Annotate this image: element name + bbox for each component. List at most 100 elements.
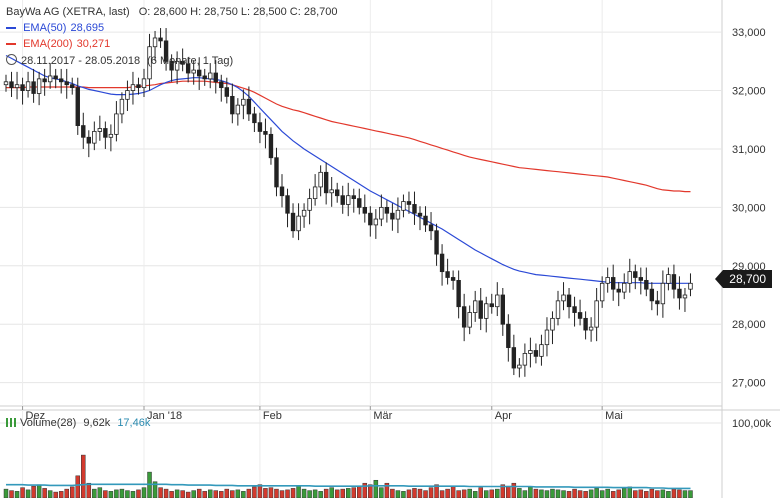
- volume-bar: [235, 489, 241, 498]
- volume-bar: [539, 489, 544, 498]
- candle-body: [64, 81, 69, 86]
- volume-value-1: 9,62k: [83, 417, 111, 429]
- volume-bar: [290, 488, 296, 498]
- candle-body: [213, 72, 218, 83]
- volume-bar: [384, 482, 390, 498]
- y-tick-label: 28,000: [732, 319, 766, 331]
- y-tick-label: 32,000: [732, 86, 766, 98]
- candle-body: [583, 317, 588, 331]
- candle-body: [401, 201, 406, 211]
- volume-bar: [390, 488, 395, 498]
- volume-bar: [533, 488, 539, 498]
- candle-body: [180, 60, 185, 65]
- ema50-label: EMA(50): [23, 22, 67, 34]
- volume-bar: [594, 488, 599, 498]
- candle-body: [423, 215, 428, 226]
- candle-body: [528, 350, 533, 354]
- volume-bar: [644, 491, 649, 498]
- volume-bar: [423, 490, 428, 498]
- volume-bar: [550, 488, 555, 498]
- candle-body: [373, 218, 379, 226]
- volume-bar: [445, 488, 450, 498]
- volume-bar: [677, 489, 682, 498]
- candle-body: [467, 312, 472, 328]
- volume-bar: [64, 488, 69, 498]
- volume-bar: [599, 490, 605, 498]
- ema200-line: [6, 80, 691, 193]
- volume-bar: [489, 489, 495, 498]
- volume-bar: [53, 491, 58, 498]
- volume-bar: [577, 490, 583, 498]
- candle-body: [307, 198, 312, 211]
- y-tick-label: 29,000: [732, 261, 766, 273]
- volume-bar: [323, 488, 329, 498]
- candle-body: [478, 300, 483, 319]
- candle-body: [224, 87, 229, 97]
- ema50-legend: EMA(50) 28,695: [6, 22, 104, 34]
- candle-body: [136, 84, 141, 89]
- candle-body: [114, 113, 119, 135]
- chart-title: BayWa AG (XETRA, last): [6, 6, 130, 18]
- candle-body: [484, 303, 489, 319]
- volume-bar: [252, 486, 257, 498]
- candle-body: [296, 215, 301, 232]
- candle-body: [230, 95, 235, 115]
- candle-body: [605, 277, 610, 284]
- volume-bar: [36, 484, 42, 498]
- candle-body: [163, 40, 169, 62]
- volume-bar: [241, 491, 246, 498]
- volume-bar: [318, 491, 323, 498]
- volume-bar: [185, 491, 191, 498]
- candle-body: [274, 157, 279, 188]
- candle-body: [539, 344, 544, 357]
- candle-body: [461, 306, 467, 328]
- candle-body: [169, 60, 174, 71]
- volume-bar: [174, 489, 180, 498]
- volume-bar: [268, 487, 274, 498]
- volume-bar: [412, 488, 417, 498]
- volume-bar: [219, 491, 224, 498]
- volume-bar: [196, 488, 202, 498]
- volume-bar: [555, 489, 561, 498]
- candle-body: [594, 300, 599, 328]
- volume-bar: [158, 487, 163, 498]
- candle-body: [70, 84, 75, 89]
- x-tick-label: Feb: [263, 410, 282, 422]
- candle-body: [368, 212, 373, 226]
- volume-bar: [511, 482, 517, 498]
- candle-body: [285, 195, 290, 214]
- candle-body: [384, 206, 390, 214]
- candle-body: [357, 198, 362, 208]
- volume-bar: [638, 489, 644, 498]
- volume-bar: [610, 491, 616, 498]
- candle-body: [511, 347, 517, 369]
- volume-bar: [660, 489, 666, 498]
- volume-bar: [136, 489, 141, 498]
- candle-body: [500, 294, 505, 325]
- x-tick-label: Jan '18: [147, 410, 182, 422]
- candle-body: [627, 271, 632, 284]
- volume-bar: [92, 488, 97, 498]
- y-tick-label: 33,000: [732, 27, 766, 39]
- volume-bar: [616, 489, 621, 498]
- volume-bar: [141, 487, 147, 498]
- candle-body: [86, 136, 91, 144]
- volume-bar: [682, 490, 688, 498]
- candle-body: [219, 81, 224, 89]
- candle-body: [196, 69, 202, 77]
- candle-body: [489, 303, 494, 308]
- volume-ma-line: [6, 483, 691, 490]
- candle-body: [108, 133, 114, 138]
- candle-body: [390, 212, 395, 220]
- candle-body: [246, 98, 252, 115]
- volume-bar: [31, 485, 36, 498]
- volume-bar: [3, 488, 9, 498]
- range-detail: (6 Monate, 1 Tag): [147, 55, 234, 67]
- volume-bar: [588, 489, 594, 498]
- candle-body: [263, 131, 268, 135]
- volume-bar: [467, 488, 472, 498]
- candle-body: [577, 312, 583, 319]
- volume-bar: [207, 489, 213, 498]
- volume-bar: [395, 490, 401, 498]
